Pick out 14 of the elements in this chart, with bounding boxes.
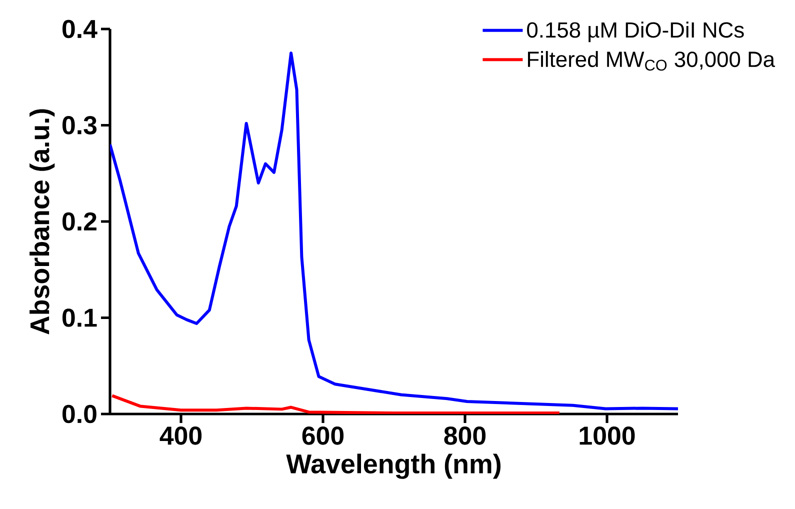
y-tick-label: 0.2: [62, 212, 96, 231]
y-tick-label: 0.3: [62, 116, 97, 134]
x-axis-title: Wavelength (nm): [286, 454, 500, 479]
legend-label: Filtered MW$_{CO}$ 30,000 Da: [528, 50, 776, 71]
x-tick-label: 1000: [580, 426, 635, 445]
y-tick-label: 0.0: [62, 404, 96, 424]
y-tick-label: 0.1: [62, 308, 97, 327]
x-tick-label: 600: [302, 426, 344, 445]
x-tick-label: 400: [160, 426, 202, 445]
line-series: [110, 394, 561, 414]
y-axis-title: Absorbance (a.u.): [30, 109, 55, 334]
legend-label: 0.158 µM DiO-DiI NCs: [527, 22, 744, 42]
y-tick-label: 0.4: [62, 20, 98, 38]
x-tick-label: 800: [444, 426, 486, 445]
